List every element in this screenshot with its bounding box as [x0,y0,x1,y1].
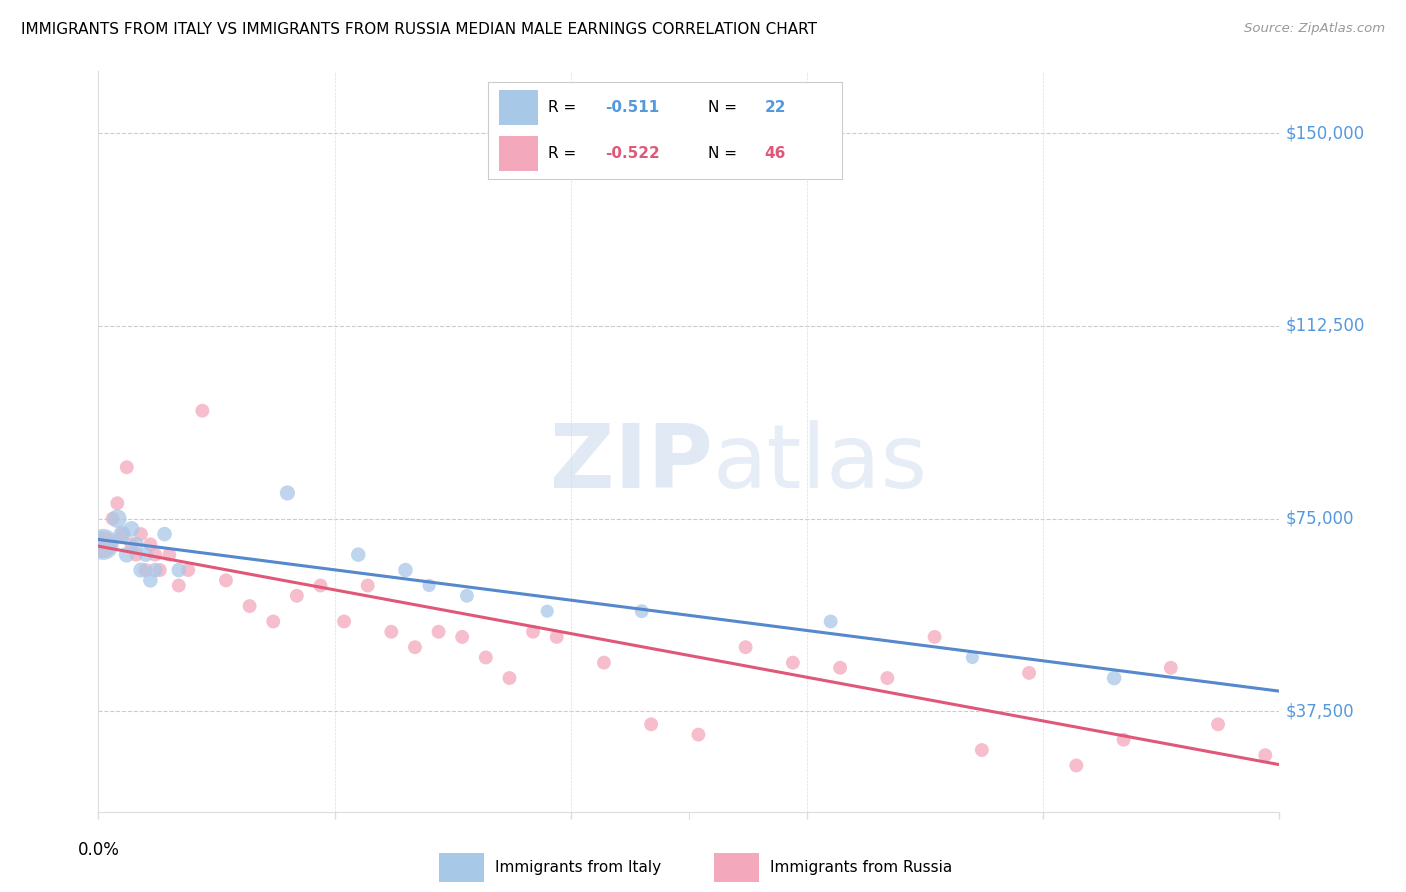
Point [593,656,616,670]
Point [1112,732,1135,747]
Point [125,537,148,551]
Text: Immigrants from Italy: Immigrants from Italy [495,860,661,875]
Point [91,537,114,551]
Bar [714,854,759,881]
Text: Source: ZipAtlas.com: Source: ZipAtlas.com [1244,22,1385,36]
Point [149,563,172,577]
Point [105,496,128,510]
Text: $75,000: $75,000 [1285,509,1354,528]
Point [546,630,568,644]
Point [129,563,152,577]
Point [143,548,166,562]
Point [924,630,946,644]
Point [239,599,262,613]
Text: ZIP: ZIP [550,420,713,508]
Point [1102,671,1125,685]
Text: $37,500: $37,500 [1285,703,1354,721]
Point [177,563,200,577]
Text: atlas: atlas [713,420,928,508]
Point [1206,717,1229,731]
Point [333,615,356,629]
Text: $112,500: $112,500 [1285,317,1365,334]
Text: IMMIGRANTS FROM ITALY VS IMMIGRANTS FROM RUSSIA MEDIAN MALE EARNINGS CORRELATION: IMMIGRANTS FROM ITALY VS IMMIGRANTS FROM… [21,22,817,37]
Point [630,604,652,618]
Point [357,578,380,592]
Y-axis label: Median Male Earnings: Median Male Earnings [0,358,7,525]
Point [962,650,984,665]
Point [129,527,152,541]
Point [121,522,143,536]
Point [135,548,157,562]
Point [139,537,162,551]
Point [475,650,498,665]
Point [139,574,162,588]
Point [970,743,993,757]
Point [91,537,114,551]
Point [640,717,662,731]
Point [456,589,478,603]
Point [309,578,332,592]
Point [404,640,426,655]
Point [167,563,190,577]
Point [782,656,804,670]
Point [191,403,214,417]
Point [830,661,852,675]
Point [101,511,124,525]
Text: 0.0%: 0.0% [77,841,120,859]
Text: $150,000: $150,000 [1285,124,1364,142]
Point [1066,758,1088,772]
Point [1254,748,1277,763]
Point [380,624,402,639]
Point [536,604,558,618]
Point [157,548,180,562]
Point [153,527,176,541]
Bar [439,854,484,881]
Point [498,671,520,685]
Point [276,486,298,500]
Point [394,563,416,577]
Point [418,578,440,592]
Point [451,630,474,644]
Point [820,615,842,629]
Point [1160,661,1182,675]
Point [125,548,148,562]
Point [215,574,238,588]
Point [876,671,898,685]
Point [522,624,544,639]
Point [427,624,450,639]
Point [135,563,157,577]
Point [262,615,284,629]
Text: Immigrants from Russia: Immigrants from Russia [770,860,953,875]
Point [143,563,166,577]
Point [121,537,143,551]
Point [105,511,128,525]
Point [347,548,370,562]
Point [167,578,190,592]
Point [285,589,308,603]
Point [115,460,138,475]
Point [688,728,710,742]
Point [111,527,134,541]
Point [111,527,134,541]
Point [1018,665,1040,680]
Point [115,548,138,562]
Point [734,640,756,655]
